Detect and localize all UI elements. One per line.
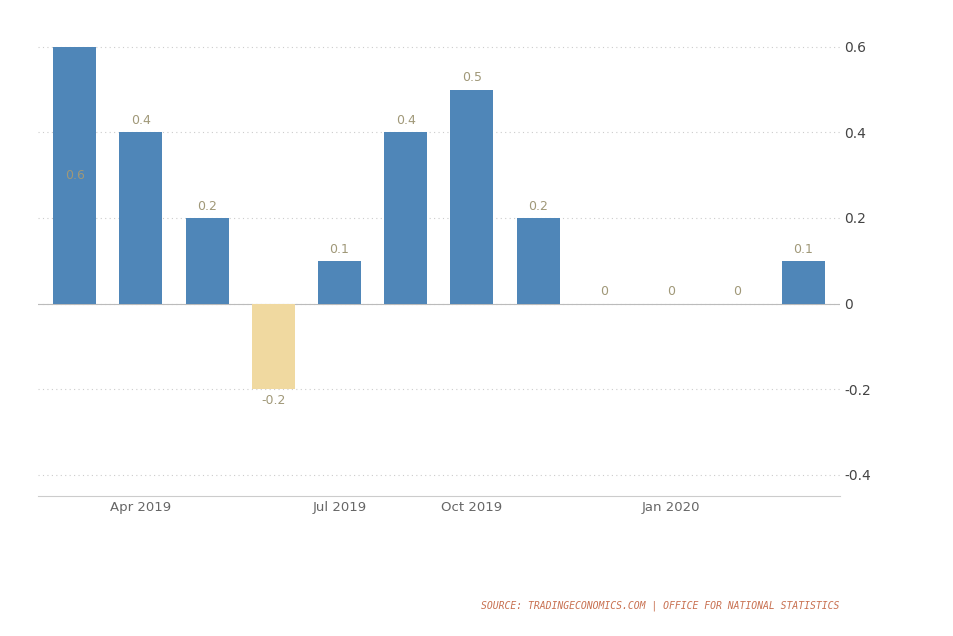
Text: 0.4: 0.4: [395, 114, 416, 127]
Text: 0: 0: [666, 286, 674, 298]
Bar: [517, 218, 559, 303]
Text: 0.2: 0.2: [197, 200, 216, 213]
Bar: [252, 303, 294, 389]
Text: 0.2: 0.2: [528, 200, 548, 213]
Text: -0.2: -0.2: [261, 394, 285, 407]
Text: 0: 0: [599, 286, 608, 298]
Text: SOURCE: TRADINGECONOMICS.COM | OFFICE FOR NATIONAL STATISTICS: SOURCE: TRADINGECONOMICS.COM | OFFICE FO…: [480, 600, 839, 611]
Bar: [185, 218, 229, 303]
Bar: [781, 261, 823, 303]
Text: 0.1: 0.1: [329, 242, 349, 256]
Text: 0.6: 0.6: [65, 169, 85, 182]
Text: 0: 0: [732, 286, 740, 298]
Bar: [450, 90, 493, 303]
Bar: [53, 47, 96, 303]
Text: 0.4: 0.4: [131, 114, 151, 127]
Text: 0.5: 0.5: [461, 71, 481, 85]
Bar: [384, 132, 427, 303]
Text: 0.1: 0.1: [792, 242, 812, 256]
Bar: [119, 132, 162, 303]
Bar: [317, 261, 360, 303]
